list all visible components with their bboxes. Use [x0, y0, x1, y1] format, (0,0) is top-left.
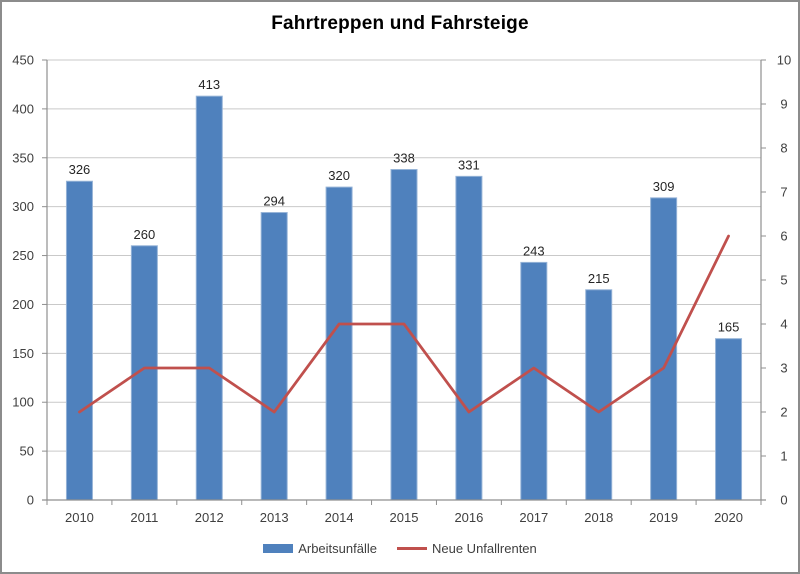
right-axis-label: 2: [780, 405, 787, 420]
x-axis-labels: 2010 2011 2012 2013 2014 2015 2016 2017 2018 2019…: [65, 510, 743, 525]
bar-label-2013: 294: [263, 194, 285, 209]
x-axis-label-2019: 2019: [649, 510, 678, 525]
bar-2016: [455, 175, 483, 501]
bar-label-2020: 165: [718, 320, 740, 335]
x-axis-label-2018: 2018: [584, 510, 613, 525]
legend-label-neue-unfallrenten: Neue Unfallrenten: [431, 541, 537, 556]
bar-label-2017: 243: [523, 243, 545, 258]
bar-2020: [715, 338, 743, 501]
legend-line-swatch-icon: [396, 547, 427, 550]
legend-label-arbeitsunfaelle: Arbeitsunfälle: [298, 541, 377, 556]
chart-legend: Arbeitsunfälle Neue Unfallrenten: [0, 541, 800, 556]
bar-2013: [260, 212, 288, 501]
bar-2017: [520, 261, 548, 501]
x-axis-label-2016: 2016: [454, 510, 483, 525]
x-axis-label-2017: 2017: [519, 510, 548, 525]
bar-2012: [195, 95, 223, 501]
left-axis-label: 50: [20, 444, 34, 459]
right-axis-label: 0: [780, 493, 787, 508]
right-axis-label: 10: [777, 53, 791, 68]
bar-label-2015: 338: [393, 151, 415, 166]
x-axis-label-2010: 2010: [65, 510, 94, 525]
legend-item-arbeitsunfaelle: Arbeitsunfälle: [263, 541, 377, 556]
bar-2018: [585, 289, 613, 501]
legend-item-neue-unfallrenten: Neue Unfallrenten: [396, 541, 537, 556]
left-axis-label: 350: [12, 150, 34, 165]
bar-label-2010: 326: [69, 162, 91, 177]
x-axis-label-2020: 2020: [714, 510, 743, 525]
bar-label-2016: 331: [458, 157, 480, 172]
left-axis-labels: 0 50 100 150 200 250 300 350 400 450: [12, 53, 34, 508]
x-axis-label-2013: 2013: [260, 510, 289, 525]
unfallrenten-line: [78, 234, 730, 414]
bar-data-labels: 326 260 413 294 320 338 331 243 215 309 165: [69, 77, 740, 334]
right-axis-label: 3: [780, 361, 787, 376]
right-axis-label: 7: [780, 185, 787, 200]
bar-label-2014: 320: [328, 168, 350, 183]
right-axis-label: 1: [780, 449, 787, 464]
left-axis-label: 0: [27, 493, 34, 508]
left-axis-label: 400: [12, 101, 34, 116]
x-axis-label-2015: 2015: [390, 510, 419, 525]
right-axis-labels: 0 1 2 3 4 5 6 7 8 9 10: [777, 53, 791, 508]
bar-label-2012: 413: [198, 77, 220, 92]
right-axis-label: 9: [780, 97, 787, 112]
x-axis-label-2012: 2012: [195, 510, 224, 525]
left-axis-label: 300: [12, 199, 34, 214]
left-axis-label: 150: [12, 346, 34, 361]
left-axis-label: 450: [12, 53, 34, 68]
bar-2014: [325, 186, 353, 501]
left-axis-label: 250: [12, 248, 34, 263]
bar-2010: [65, 180, 93, 501]
bar-label-2011: 260: [134, 227, 156, 242]
right-axis-label: 6: [780, 229, 787, 244]
legend-bar-swatch-icon: [263, 544, 294, 553]
x-axis-label-2011: 2011: [130, 510, 158, 525]
right-axis-label: 4: [780, 317, 787, 332]
bar-label-2019: 309: [653, 179, 675, 194]
line-series-neue-unfallrenten: [78, 234, 730, 414]
axes: [42, 59, 766, 505]
right-axis-label: 5: [780, 273, 787, 288]
bar-label-2018: 215: [588, 271, 610, 286]
left-axis-label: 100: [12, 395, 34, 410]
right-axis-label: 8: [780, 141, 787, 156]
chart-title: Fahrtreppen und Fahrsteige: [271, 13, 529, 34]
left-axis-label: 200: [12, 297, 34, 312]
x-axis-label-2014: 2014: [325, 510, 354, 525]
